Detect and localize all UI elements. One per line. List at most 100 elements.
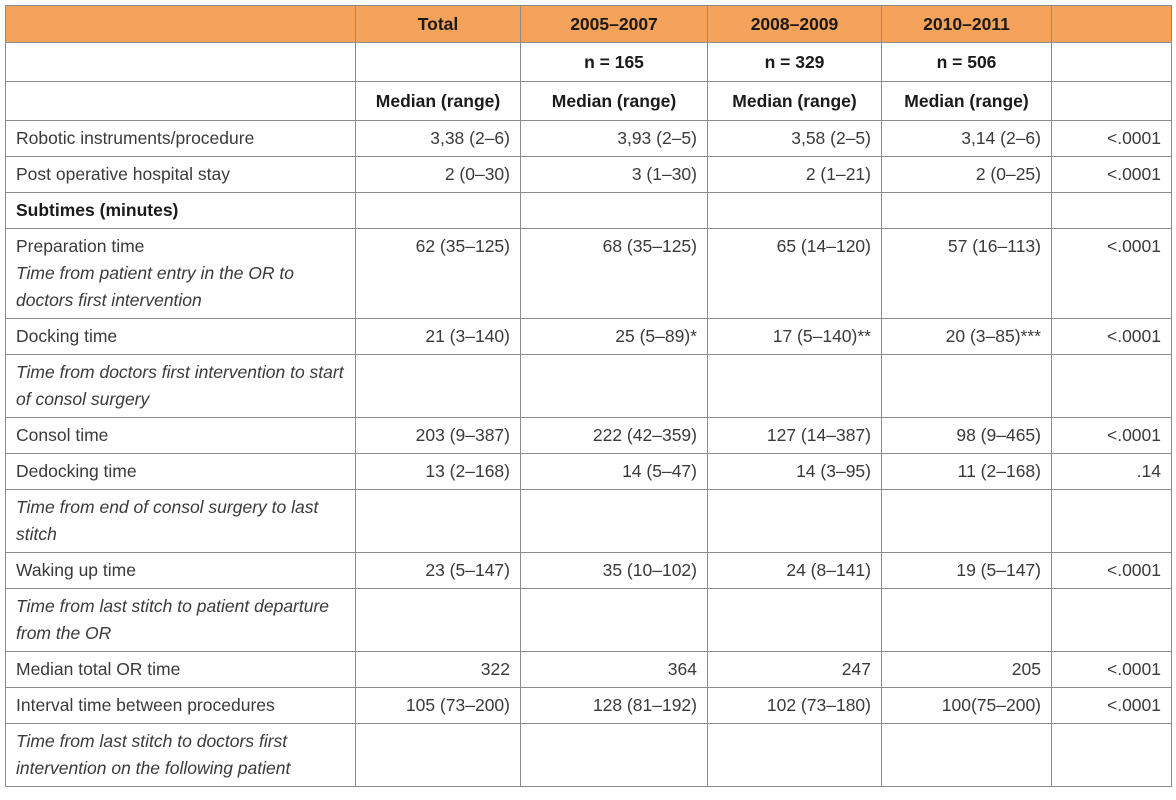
p-value-cell <box>1051 489 1172 553</box>
row-label-cell: Waking up time <box>5 552 356 589</box>
row-label: Consol time <box>16 425 109 445</box>
table-row: Post operative hospital stay 2 (0–30) 3 (1… <box>5 156 1172 193</box>
median-range-cell: 3,14 (2–6) <box>881 120 1052 157</box>
median-range-cell <box>881 723 1052 787</box>
row-note: Time from patient entry in the OR to doc… <box>16 263 295 310</box>
p-value-cell: <.0001 <box>1051 651 1172 688</box>
median-range-cell: 23 (5–147) <box>355 552 521 589</box>
median-range-cell <box>881 192 1052 229</box>
row-label-cell: Interval time between procedures <box>5 687 356 724</box>
statistic-cell <box>5 81 356 121</box>
table-row: Docking time 21 (3–140) 25 (5–89)* 17 (5–14… <box>5 318 1172 355</box>
p-value-cell: <.0001 <box>1051 156 1172 193</box>
median-range-cell: 14 (3–95) <box>707 453 882 490</box>
row-note: Time from last stitch to patient departu… <box>16 596 330 643</box>
median-range-cell <box>707 192 882 229</box>
row-label-cell: Time from last stitch to doctors first i… <box>5 723 356 787</box>
table-container: Total 2005–2007 2008–2009 2010–2011 n = … <box>5 5 1172 787</box>
header-cell: 2010–2011 <box>881 5 1052 43</box>
median-range-cell: 65 (14–120) <box>707 228 882 319</box>
median-range-cell <box>355 354 521 418</box>
p-value-cell: <.0001 <box>1051 687 1172 724</box>
p-value-cell: <.0001 <box>1051 228 1172 319</box>
sample-size-cell: n = 165 <box>520 42 708 82</box>
p-value-cell <box>1051 723 1172 787</box>
median-range-cell: 100(75–200) <box>881 687 1052 724</box>
median-range-cell <box>707 723 882 787</box>
median-range-cell: 203 (9–387) <box>355 417 521 454</box>
median-range-cell: 2 (0–25) <box>881 156 1052 193</box>
table-row: Consol time 203 (9–387) 222 (42–359) 127 (1… <box>5 417 1172 454</box>
median-range-cell: 222 (42–359) <box>520 417 708 454</box>
table-row: Time from last stitch to patient departu… <box>5 588 1172 652</box>
subtimes-table: Total 2005–2007 2008–2009 2010–2011 n = … <box>5 5 1172 787</box>
row-label-cell: Subtimes (minutes) <box>5 192 356 229</box>
median-range-cell <box>355 192 521 229</box>
sample-size-cell <box>355 42 521 82</box>
row-label: Median total OR time <box>16 659 181 679</box>
row-label-cell: Consol time <box>5 417 356 454</box>
median-range-cell <box>881 588 1052 652</box>
median-range-cell <box>881 489 1052 553</box>
median-range-cell: 68 (35–125) <box>520 228 708 319</box>
median-range-cell: 57 (16–113) <box>881 228 1052 319</box>
median-range-cell: 98 (9–465) <box>881 417 1052 454</box>
table-row: Time from doctors first intervention to … <box>5 354 1172 418</box>
median-range-cell: 62 (35–125) <box>355 228 521 319</box>
row-label: Preparation time <box>16 236 145 256</box>
row-label: Post operative hospital stay <box>16 164 231 184</box>
median-range-cell: 3,93 (2–5) <box>520 120 708 157</box>
header-cell: 2005–2007 <box>520 5 708 43</box>
median-range-cell <box>355 723 521 787</box>
row-note: Time from end of consol surgery to last … <box>16 497 319 544</box>
row-label: Docking time <box>16 326 118 346</box>
median-range-cell <box>520 354 708 418</box>
statistic-cell: Median (range) <box>355 81 521 121</box>
statistic-cell: Median (range) <box>520 81 708 121</box>
median-range-cell: 205 <box>881 651 1052 688</box>
statistic-row: Median (range) Median (range) Median (ra… <box>5 81 1172 121</box>
statistic-cell: Median (range) <box>881 81 1052 121</box>
table-row: Time from last stitch to doctors first i… <box>5 723 1172 787</box>
median-range-cell: 14 (5–47) <box>520 453 708 490</box>
table-row: Robotic instruments/procedure 3,38 (2–6) 3… <box>5 120 1172 157</box>
row-label: Interval time between procedures <box>16 695 275 715</box>
median-range-cell: 19 (5–147) <box>881 552 1052 589</box>
sample-size-cell <box>1051 42 1172 82</box>
row-label-cell: Post operative hospital stay <box>5 156 356 193</box>
header-cell: Total <box>355 5 521 43</box>
median-range-cell <box>520 723 708 787</box>
table-row: Preparation time Time from patient entry … <box>5 228 1172 319</box>
statistic-cell: Median (range) <box>707 81 882 121</box>
row-label-cell: Time from end of consol surgery to last … <box>5 489 356 553</box>
median-range-cell: 3,38 (2–6) <box>355 120 521 157</box>
p-value-cell: <.0001 <box>1051 552 1172 589</box>
header-cell <box>5 5 356 43</box>
sample-size-cell: n = 329 <box>707 42 882 82</box>
median-range-cell: 247 <box>707 651 882 688</box>
sample-size-cell: n = 506 <box>881 42 1052 82</box>
row-label: Dedocking time <box>16 461 137 481</box>
row-label-cell: Dedocking time <box>5 453 356 490</box>
table-row: Interval time between procedures 105 (73–… <box>5 687 1172 724</box>
median-range-cell: 105 (73–200) <box>355 687 521 724</box>
row-label-cell: Median total OR time <box>5 651 356 688</box>
median-range-cell <box>881 354 1052 418</box>
median-range-cell: 364 <box>520 651 708 688</box>
median-range-cell: 2 (0–30) <box>355 156 521 193</box>
median-range-cell: 3 (1–30) <box>520 156 708 193</box>
row-label: Waking up time <box>16 560 136 580</box>
table-row: Dedocking time 13 (2–168) 14 (5–47) 14 (3–9… <box>5 453 1172 490</box>
median-range-cell: 25 (5–89)* <box>520 318 708 355</box>
p-value-cell <box>1051 588 1172 652</box>
row-note: Time from doctors first intervention to … <box>16 362 344 409</box>
p-value-cell <box>1051 354 1172 418</box>
median-range-cell: 2 (1–21) <box>707 156 882 193</box>
sample-size-cell <box>5 42 356 82</box>
median-range-cell: 128 (81–192) <box>520 687 708 724</box>
median-range-cell <box>520 192 708 229</box>
header-row: Total 2005–2007 2008–2009 2010–2011 <box>5 5 1172 43</box>
statistic-cell <box>1051 81 1172 121</box>
median-range-cell: 11 (2–168) <box>881 453 1052 490</box>
median-range-cell: 102 (73–180) <box>707 687 882 724</box>
